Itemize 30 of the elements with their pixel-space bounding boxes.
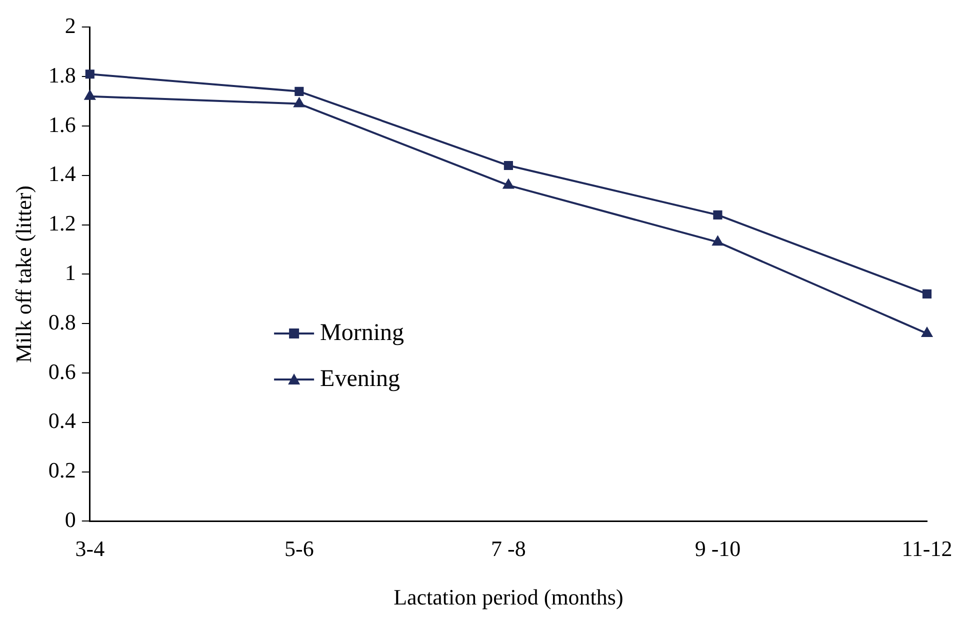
y-tick-label: 1.2 <box>48 210 76 236</box>
x-axis-title: Lactation period (months) <box>394 584 624 610</box>
y-tick-label: 1.8 <box>48 62 76 88</box>
y-tick-label: 0.2 <box>48 458 76 483</box>
point <box>504 160 513 170</box>
point <box>294 98 305 108</box>
legend-label: Evening <box>320 366 400 392</box>
point <box>84 90 96 100</box>
legend-label: Morning <box>320 320 404 346</box>
y-tick-label: 0.4 <box>48 408 76 434</box>
x-tick-label: 11-12 <box>902 536 952 562</box>
x-tick-label: 9 -10 <box>694 536 741 562</box>
y-tick-label: 0.6 <box>48 358 76 384</box>
point <box>85 70 94 79</box>
y-tick-label: 0 <box>64 506 76 532</box>
y-tick-label: 2 <box>64 12 76 38</box>
x-tick-label: 7 -8 <box>491 536 526 562</box>
point <box>922 327 932 337</box>
y-tick-label: 0.8 <box>48 309 76 334</box>
point <box>712 236 724 246</box>
y-tick-label: 1 <box>64 260 76 285</box>
point <box>922 289 932 298</box>
point <box>713 210 722 220</box>
x-tick-label: 5-6 <box>284 536 314 562</box>
y-tick-label: 1.6 <box>48 112 76 137</box>
x-tick-label: 3-4 <box>75 536 105 562</box>
y-tick-label: 1.4 <box>48 161 76 186</box>
point <box>503 179 514 189</box>
point <box>294 86 304 96</box>
y-axis-title: Milk off take (litter) <box>10 186 36 363</box>
